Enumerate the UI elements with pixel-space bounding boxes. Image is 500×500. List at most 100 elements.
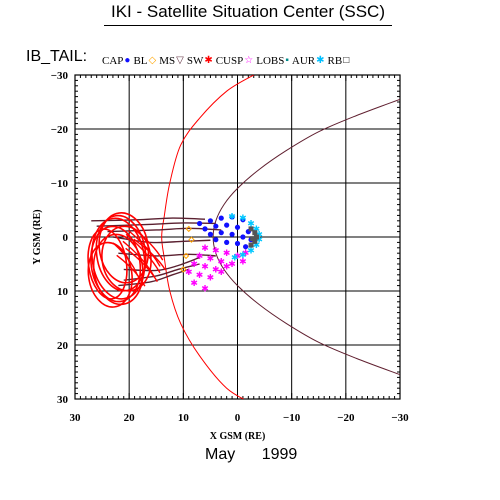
bl-point bbox=[185, 225, 192, 233]
aurora-point: ✱ bbox=[247, 220, 255, 230]
cap-point bbox=[229, 214, 235, 220]
x-tick-label: 20 bbox=[124, 412, 136, 424]
page-title: IKI - Satellite Situation Center (SSC) bbox=[110, 2, 385, 21]
cap-point bbox=[218, 230, 224, 236]
plot-name: IB_TAIL: bbox=[26, 48, 88, 65]
cap-point bbox=[234, 224, 241, 230]
asterisk-star-icon: ✱ bbox=[204, 55, 213, 66]
legend-label-cap: CAP bbox=[102, 55, 124, 67]
cusp-point: ✱ bbox=[201, 244, 209, 254]
cap-point bbox=[213, 223, 219, 229]
orbit-arc bbox=[133, 238, 167, 271]
legend-item-bl: BL ◇ bbox=[133, 55, 156, 67]
orbit-arc bbox=[125, 247, 158, 283]
legend-label-rb: RB bbox=[327, 55, 343, 67]
cusp-point: ✱ bbox=[228, 260, 236, 270]
open-square-icon: □ bbox=[343, 55, 350, 66]
legend-item-cap: CAP ● bbox=[102, 55, 130, 67]
legend-item-lobs: LOBS ▪ bbox=[256, 55, 289, 67]
legend-label-aur: AUR bbox=[291, 55, 316, 67]
cusp-point: ✱ bbox=[190, 260, 198, 270]
rb-point bbox=[248, 242, 254, 248]
cusp-point: ✱ bbox=[207, 274, 215, 284]
plot-content: ✱ ✱ ✱ ✱ ✱✱ ✱ ✱ ✱ ✱✱ ✱ ✱ ✱✱ ✱ ✱✱✱✱✱ ✱✱✱✱✱✱✱✱✱ bbox=[87, 75, 400, 399]
small-square-icon: ▪ bbox=[285, 55, 289, 66]
ms-track-line bbox=[91, 217, 206, 222]
legend-label-sw: SW bbox=[186, 55, 204, 67]
cusp-point: ✱ bbox=[217, 257, 225, 267]
diamond-icon: ◇ bbox=[148, 55, 157, 66]
legend-item-aur: AUR ✱ bbox=[292, 55, 325, 67]
rb-point bbox=[252, 238, 258, 244]
x-tick-label: 0 bbox=[235, 412, 241, 424]
cusp-point: ✱ bbox=[242, 249, 250, 259]
rb-point bbox=[248, 226, 254, 232]
orbit-arc bbox=[112, 242, 139, 277]
aurora-point: ✱ bbox=[239, 251, 247, 261]
date-label: May 1999 bbox=[205, 446, 297, 464]
y-axis-label: Y GSM (RE) bbox=[32, 209, 43, 264]
asterisk-icon: ✱ bbox=[316, 55, 325, 66]
legend: CAP ● BL ◇ MS ▽ SW ✱ CUSP ☆ LOBS ▪ AUR ✱… bbox=[102, 54, 352, 68]
legend-label-cusp: CUSP bbox=[215, 55, 244, 67]
orbit-loop bbox=[91, 217, 146, 300]
cusp-point: ✱ bbox=[217, 268, 225, 278]
legend-item-cusp: CUSP ☆ bbox=[216, 55, 254, 67]
cap-point bbox=[213, 237, 219, 243]
cusp-point: ✱ bbox=[239, 257, 247, 267]
cusp-point: ✱ bbox=[196, 271, 204, 281]
year-label: 1999 bbox=[261, 446, 298, 463]
cap-point bbox=[243, 244, 249, 250]
cusp-point: ✱ bbox=[196, 252, 204, 262]
magnetopause-curve bbox=[212, 98, 400, 376]
aurora-point: ✱ bbox=[228, 212, 236, 222]
cusp-point: ✱ bbox=[201, 263, 209, 273]
filled-dot-icon: ● bbox=[124, 55, 131, 66]
bl-point bbox=[180, 266, 187, 273]
cap-point bbox=[207, 218, 214, 224]
aurora-point: ✱ bbox=[253, 241, 261, 251]
cap-point bbox=[207, 231, 214, 237]
legend-item-ms: MS ▽ bbox=[159, 55, 184, 67]
bow-shock-curve bbox=[161, 75, 255, 399]
cap-point bbox=[196, 220, 203, 227]
aurora-point: ✱ bbox=[239, 214, 247, 224]
x-tick-label: −30 bbox=[391, 412, 409, 424]
y-tick-label: −10 bbox=[51, 178, 69, 190]
ms-track-line bbox=[118, 268, 189, 287]
x-axis-label: X GSM (RE) bbox=[210, 431, 266, 442]
aurora-point: ✱ bbox=[253, 225, 261, 235]
cap-point bbox=[240, 217, 246, 223]
y-tick-label: −20 bbox=[51, 124, 69, 136]
cap-point bbox=[234, 240, 241, 247]
y-tick-label: 0 bbox=[63, 232, 69, 244]
legend-item-sw: SW ✱ bbox=[187, 55, 213, 67]
rb-point bbox=[253, 234, 259, 240]
orbit-arc bbox=[130, 226, 164, 261]
cap-point bbox=[224, 222, 230, 228]
open-star-icon: ☆ bbox=[244, 55, 254, 66]
y-tick-label: 30 bbox=[57, 394, 69, 406]
aurora-point: ✱ bbox=[231, 254, 239, 264]
cusp-point: ✱ bbox=[207, 255, 215, 265]
cusp-point: ✱ bbox=[223, 263, 231, 273]
x-tick-label: −10 bbox=[283, 412, 301, 424]
ms-track-line bbox=[123, 256, 200, 272]
orbit-arc bbox=[127, 229, 161, 267]
y-tick-label: −30 bbox=[51, 70, 69, 82]
legend-item-rb: RB □ bbox=[328, 55, 350, 67]
aurora-point: ✱ bbox=[247, 247, 255, 257]
cusp-point: ✱ bbox=[212, 247, 220, 257]
orbit-loop bbox=[87, 241, 133, 308]
x-tick-label: −20 bbox=[337, 412, 355, 424]
cap-point bbox=[229, 231, 235, 237]
cap-point bbox=[202, 226, 208, 232]
bl-point bbox=[182, 252, 190, 260]
month-label: May bbox=[205, 446, 236, 463]
orbit-arc bbox=[122, 240, 156, 278]
cusp-point: ✱ bbox=[185, 268, 193, 278]
orbit-arc bbox=[125, 233, 161, 274]
cusp-point: ✱ bbox=[201, 284, 209, 294]
cap-point bbox=[218, 215, 224, 221]
